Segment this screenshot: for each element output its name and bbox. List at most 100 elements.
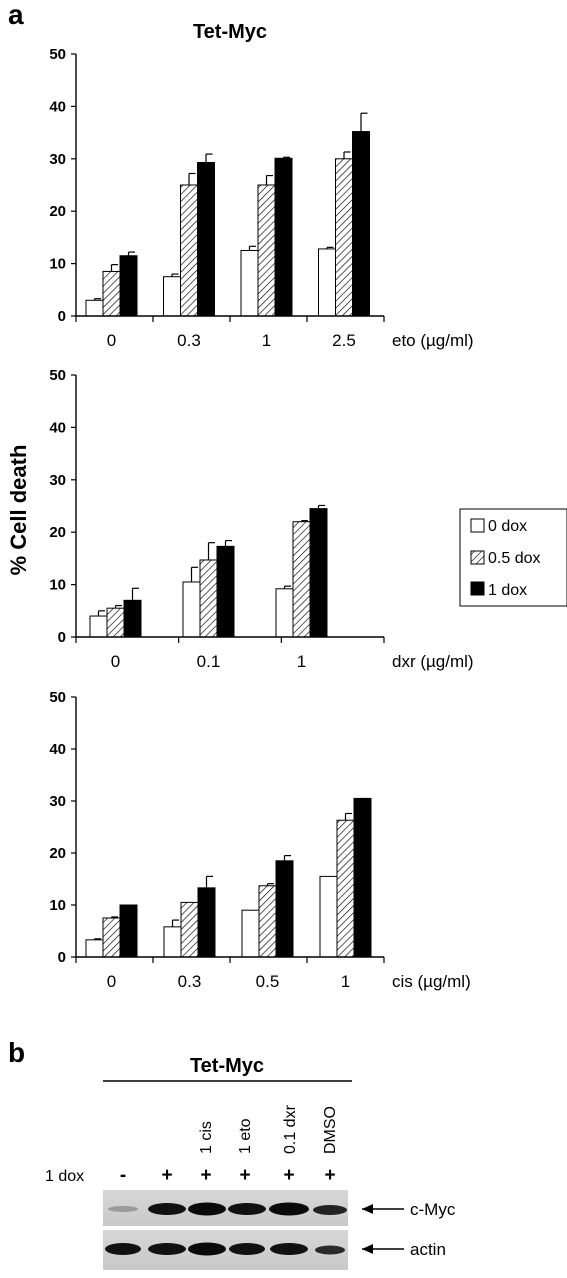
band-actin-lane-2	[148, 1243, 186, 1255]
bar	[102, 270, 121, 317]
legend-label-0-5-dox: 0.5 dox	[488, 550, 540, 567]
y-tick-label: 0	[58, 949, 66, 966]
x-tick-label: 0.5	[256, 972, 280, 991]
bar	[119, 904, 138, 958]
bar	[336, 819, 355, 958]
x-tick-label: 1	[341, 972, 350, 991]
y-tick-label: 50	[49, 367, 66, 384]
bar	[240, 250, 259, 317]
band-c-myc-lane-1	[108, 1206, 138, 1212]
band-label-actin: actin	[410, 1240, 446, 1259]
bar	[119, 255, 138, 317]
lane-sign-5: +	[283, 1165, 294, 1186]
y-tick-label: 30	[49, 151, 66, 168]
band-actin-lane-5	[270, 1243, 308, 1255]
y-tick-label: 40	[49, 419, 66, 436]
bar	[123, 599, 142, 638]
band-c-myc-lane-6	[313, 1205, 347, 1215]
band-c-myc-lane-3	[188, 1202, 226, 1216]
y-tick-label: 0	[58, 629, 66, 646]
band-actin-lane-6	[315, 1245, 345, 1255]
x-tick-label: 1	[262, 331, 271, 350]
x-tick-label: 1	[297, 652, 306, 671]
y-tick-label: 50	[49, 46, 66, 63]
band-c-myc-lane-5	[269, 1202, 309, 1216]
bar	[335, 158, 353, 317]
lane-label-1-eto: 1 eto	[237, 1118, 254, 1154]
bar	[352, 131, 370, 317]
bar	[89, 615, 108, 638]
bar	[292, 521, 311, 638]
bar	[241, 909, 260, 958]
lane-sign-2: +	[161, 1165, 172, 1186]
lane-sign-6: +	[324, 1165, 335, 1186]
y-tick-label: 20	[49, 203, 66, 220]
y-tick-label: 20	[49, 524, 66, 541]
chart-legend: 0 dox 0.5 dox 1 dox	[459, 508, 567, 607]
bar	[180, 184, 198, 317]
x-axis-label: eto (µg/ml)	[392, 331, 474, 350]
band-c-myc-lane-4	[228, 1203, 266, 1215]
legend-swatch-1-dox	[470, 581, 485, 596]
bar	[258, 885, 277, 958]
bar	[216, 545, 235, 638]
bar	[182, 581, 201, 638]
lane-label-0-1-dxr: 0.1 dxr	[282, 1104, 299, 1154]
y-tick-label: 30	[49, 472, 66, 489]
lane-label-1-cis: 1 cis	[198, 1121, 215, 1154]
band-label-c-myc: c-Myc	[410, 1200, 456, 1219]
bar	[309, 508, 328, 638]
legend-label-0-dox: 0 dox	[488, 518, 527, 535]
y-tick-label: 0	[58, 308, 66, 325]
x-tick-label: 0	[111, 652, 120, 671]
bar	[180, 901, 199, 958]
legend-label-1-dox: 1 dox	[488, 582, 527, 599]
y-tick-label: 30	[49, 793, 66, 810]
bar	[163, 926, 182, 958]
bar	[163, 276, 181, 317]
y-tick-label: 20	[49, 845, 66, 862]
bar	[275, 588, 294, 638]
band-actin-lane-4	[229, 1243, 265, 1255]
bar	[274, 157, 293, 317]
bar	[199, 559, 218, 638]
band-actin-lane-1	[105, 1243, 141, 1255]
bar	[318, 248, 336, 317]
chart-cisplatin: 0 10 20 30 40 50 0 0.3 0.5 1 cis (µg/ml)	[49, 689, 470, 991]
x-tick-label: 0.1	[197, 652, 221, 671]
y-tick-label: 10	[49, 256, 66, 273]
y-tick-label: 10	[49, 577, 66, 594]
lane-label-dmso: DMSO	[322, 1106, 339, 1154]
bar	[85, 299, 104, 317]
arrowhead-actin	[362, 1244, 373, 1254]
arrowhead-c-myc	[362, 1204, 373, 1214]
lane-sign-1: -	[120, 1165, 126, 1186]
x-axis-label: dxr (µg/ml)	[392, 652, 474, 671]
lane-sign-3: +	[200, 1165, 211, 1186]
y-tick-label: 40	[49, 741, 66, 758]
bar	[353, 797, 372, 958]
y-tick-label: 40	[49, 98, 66, 115]
chart-etoposide: Tet-Myc 0 10 20 30 40 50 0 0.3 1 2.5 eto (µg/ml)	[49, 21, 473, 350]
bar	[257, 184, 276, 317]
band-actin-lane-3	[188, 1242, 226, 1256]
chart-doxorubicin: 0 10 20 30 40 50 0 0.1 1 dxr (µg/ml)	[49, 367, 473, 671]
legend-swatch-0-dox	[470, 518, 485, 533]
x-tick-label: 0	[107, 331, 116, 350]
band-c-myc-lane-2	[148, 1203, 186, 1215]
bar	[197, 887, 216, 958]
bar	[85, 939, 104, 958]
x-tick-label: 0	[107, 972, 116, 991]
bar	[102, 917, 121, 958]
bar	[197, 161, 215, 317]
bar	[106, 607, 125, 638]
chart-title: Tet-Myc	[193, 21, 267, 43]
x-tick-label: 2.5	[332, 331, 356, 350]
x-tick-label: 0.3	[178, 972, 202, 991]
blot-title: Tet-Myc	[190, 1055, 264, 1077]
blot-row-label-1-dox: 1 dox	[45, 1168, 84, 1185]
panel-label-a: a	[8, 0, 24, 30]
y-tick-label: 10	[49, 897, 66, 914]
western-blot: Tet-Myc 1 cis 1 eto 0.1 dxr DMSO 1 dox -…	[45, 1055, 456, 1270]
